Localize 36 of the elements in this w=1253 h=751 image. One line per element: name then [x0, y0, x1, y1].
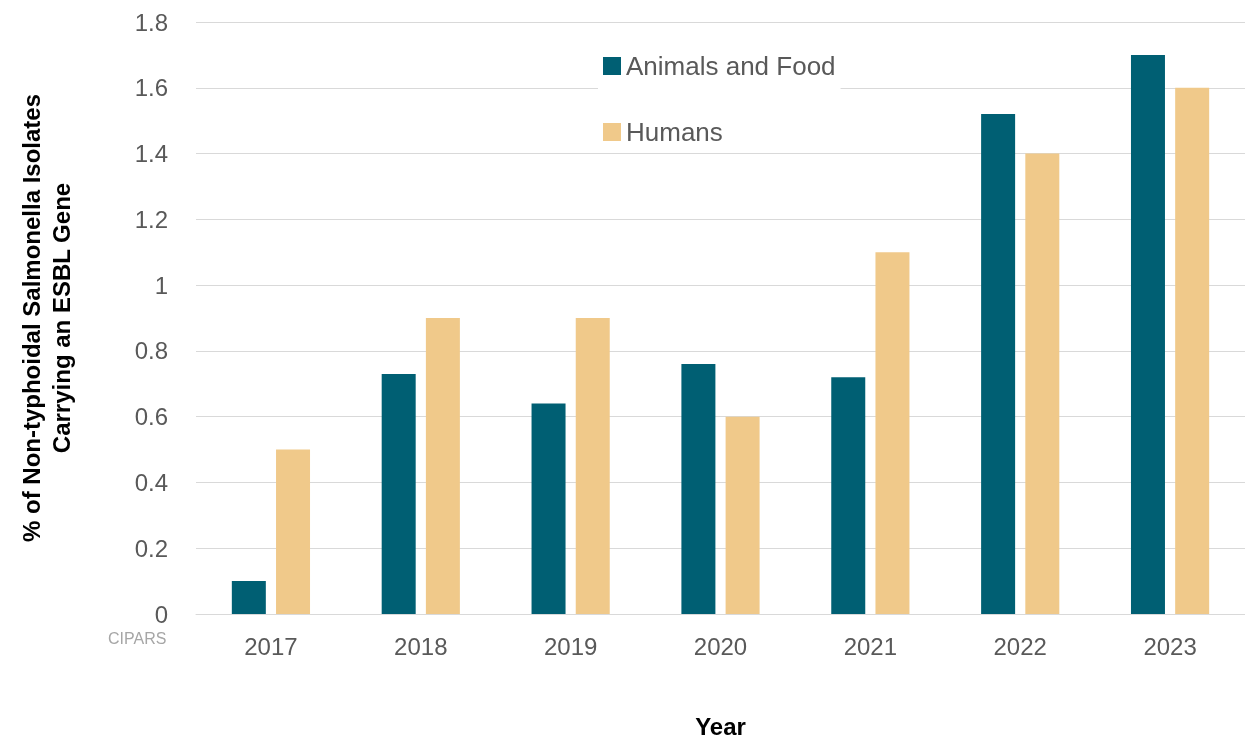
x-tick-label: 2018 — [394, 632, 448, 660]
y-tick-label: 1 — [154, 271, 168, 299]
bar — [875, 252, 910, 614]
y-tick-label: 1.6 — [134, 74, 168, 102]
y-tick-label: 0 — [154, 600, 168, 628]
y-tick-label: 0.2 — [134, 534, 168, 562]
y-tick-label: 0.8 — [134, 337, 168, 365]
bar — [231, 581, 266, 614]
legend-label: Animals and Food — [626, 51, 836, 81]
x-tick-label: 2023 — [1143, 632, 1197, 660]
y-axis-title: % of Non-typhoidal Salmonella Isolates Carrying an ESBL Gene — [17, 93, 75, 543]
x-tick-label: 2019 — [543, 632, 598, 660]
x-tick-label: 2020 — [693, 632, 748, 660]
bar — [1175, 87, 1210, 614]
bar — [425, 318, 460, 614]
bar — [831, 377, 866, 614]
y-tick-label: 0.4 — [134, 468, 168, 496]
bar — [1130, 54, 1165, 614]
x-axis-title: Year — [695, 712, 746, 740]
bar — [276, 449, 311, 614]
x-tick-label: 2022 — [993, 632, 1047, 660]
bar — [381, 373, 416, 614]
bar — [981, 114, 1016, 614]
bar — [575, 318, 610, 614]
bar — [725, 416, 760, 614]
bar — [531, 403, 566, 614]
y-tick-label: 0.6 — [134, 403, 168, 431]
x-tick-label: 2017 — [244, 632, 298, 660]
y-tick-label: 1.4 — [134, 140, 168, 168]
text: CIPARS — [108, 629, 167, 647]
legend-label: Humans — [626, 117, 723, 147]
bar — [681, 364, 716, 614]
y-tick-label: 1.2 — [134, 205, 168, 233]
bar — [1025, 153, 1060, 614]
x-tick-label: 2021 — [843, 632, 898, 660]
y-tick-label: 1.8 — [134, 8, 168, 36]
